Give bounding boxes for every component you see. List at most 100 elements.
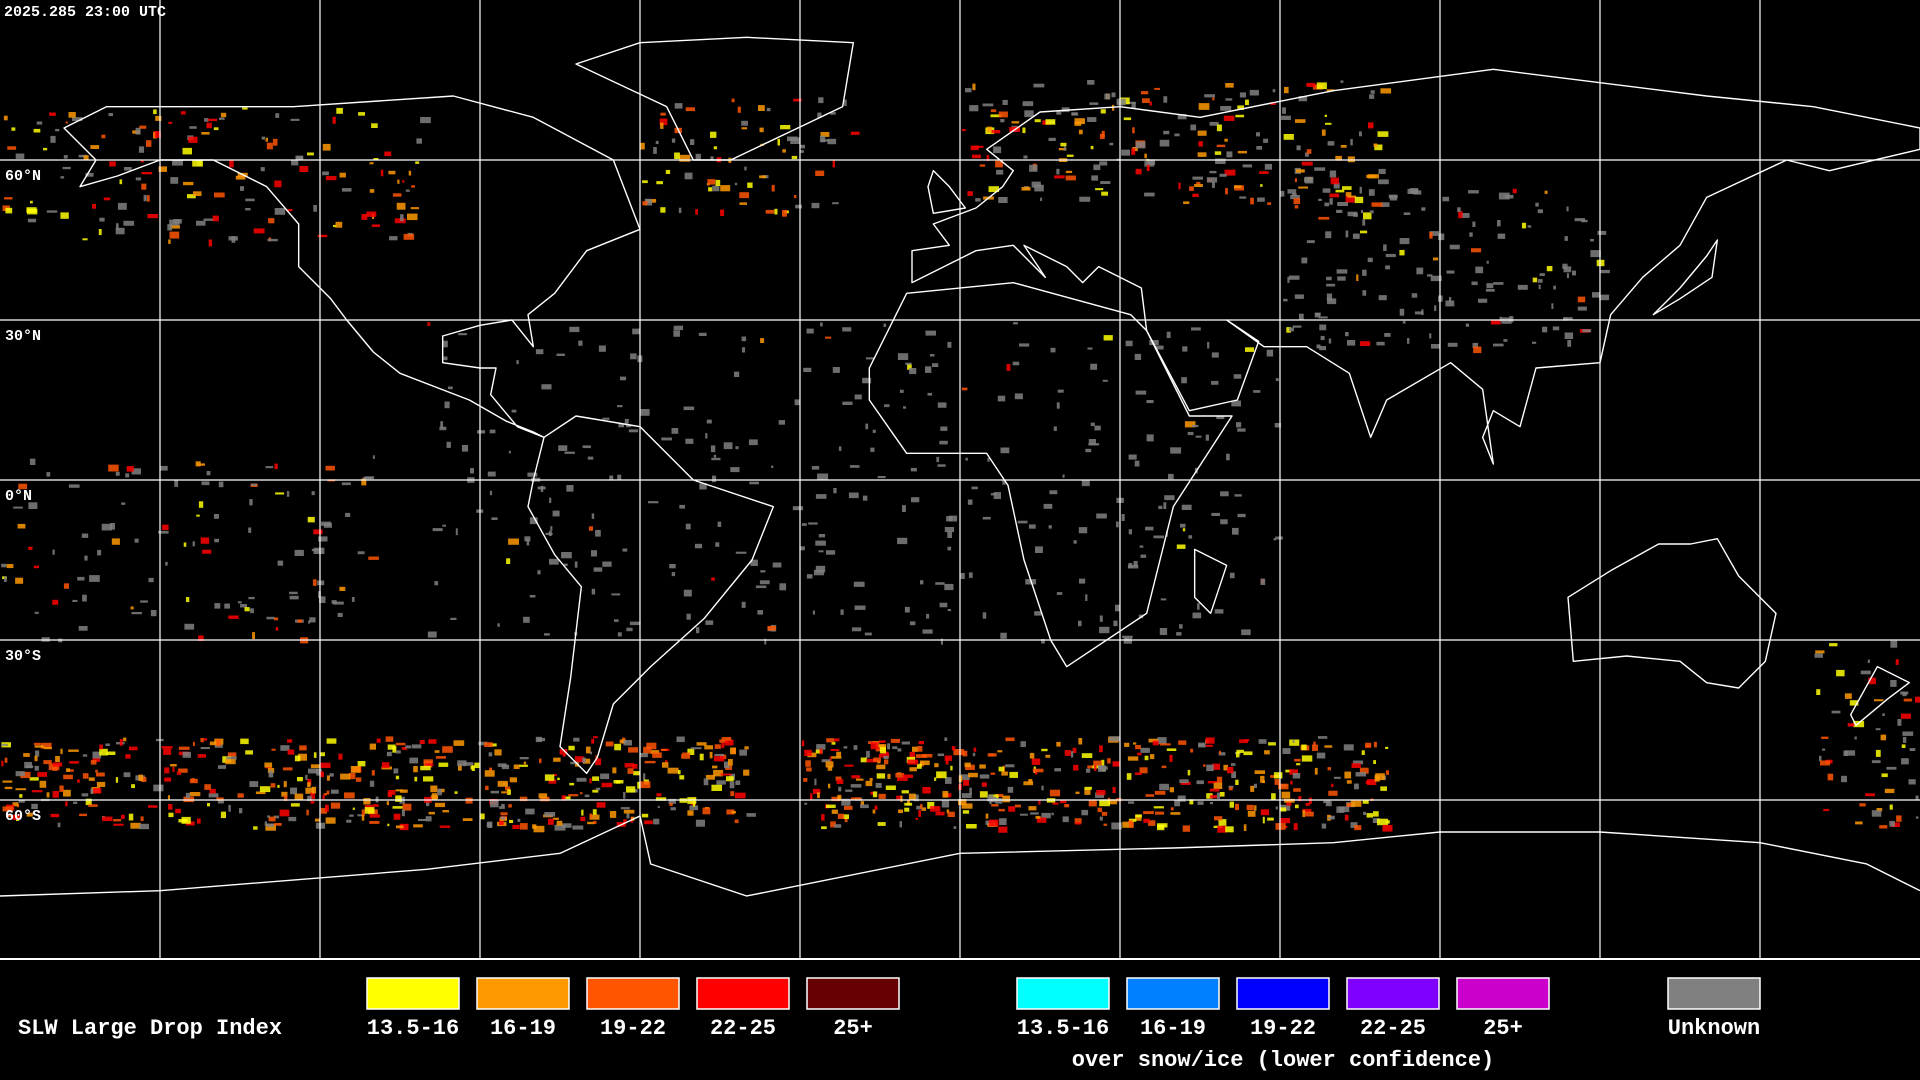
cloud-pixel xyxy=(36,121,43,125)
cloud-pixel xyxy=(1527,225,1532,228)
cloud-pixel xyxy=(1155,811,1164,815)
cloud-pixel xyxy=(907,800,910,805)
cloud-pixel xyxy=(884,759,889,765)
cloud-pixel xyxy=(818,534,826,538)
cloud-pixel xyxy=(265,824,276,831)
cloud-pixel xyxy=(439,426,447,431)
cloud-pixel xyxy=(1178,182,1181,190)
cloud-pixel xyxy=(650,750,660,754)
cloud-pixel xyxy=(561,795,566,801)
cloud-pixel xyxy=(907,363,912,370)
cloud-pixel xyxy=(556,820,563,826)
cloud-pixel xyxy=(13,506,23,509)
cloud-pixel xyxy=(99,748,108,756)
cloud-pixel xyxy=(719,739,728,743)
cloud-pixel xyxy=(1493,282,1504,285)
cloud-pixel xyxy=(907,759,919,765)
cloud-pixel xyxy=(1295,804,1299,809)
cloud-pixel xyxy=(209,788,216,794)
cloud-pixel xyxy=(245,198,255,202)
cloud-pixel xyxy=(1154,345,1164,350)
cloud-pixel xyxy=(842,327,852,332)
cloud-pixel xyxy=(998,766,1005,772)
cloud-pixel xyxy=(758,105,765,111)
cloud-pixel xyxy=(1493,343,1504,347)
cloud-pixel xyxy=(972,83,976,91)
cloud-pixel xyxy=(485,785,489,791)
cloud-pixel xyxy=(3,115,8,121)
cloud-pixel xyxy=(1365,780,1371,784)
cloud-pixel xyxy=(1283,134,1294,140)
cloud-pixel xyxy=(1313,741,1316,746)
cloud-pixel xyxy=(4,786,13,790)
cloud-pixel xyxy=(1180,781,1191,785)
cloud-pixel xyxy=(526,539,530,546)
cloud-pixel xyxy=(877,476,886,479)
cloud-pixel xyxy=(1473,346,1482,354)
cloud-pixel xyxy=(562,823,572,828)
cloud-pixel xyxy=(102,816,113,822)
cloud-pixel xyxy=(185,792,191,798)
cloud-pixel xyxy=(747,182,753,188)
cloud-pixel xyxy=(92,751,102,759)
cloud-pixel xyxy=(569,326,580,333)
cloud-pixel xyxy=(357,814,363,817)
cloud-pixel xyxy=(438,762,449,767)
cloud-pixel xyxy=(837,794,842,800)
cloud-pixel xyxy=(944,527,955,533)
cloud-pixel xyxy=(1066,154,1074,157)
cloud-pixel xyxy=(1320,335,1325,341)
cloud-pixel xyxy=(836,779,844,784)
cloud-pixel xyxy=(1298,186,1308,189)
cloud-pixel xyxy=(158,530,169,534)
cloud-pixel xyxy=(1102,379,1108,382)
cloud-pixel xyxy=(1192,193,1199,197)
cloud-pixel xyxy=(23,753,30,757)
cloud-pixel xyxy=(1101,811,1108,816)
cloud-pixel xyxy=(695,208,698,215)
cloud-pixel xyxy=(155,115,162,121)
cloud-pixel xyxy=(922,629,933,634)
cloud-pixel xyxy=(639,781,651,789)
cloud-pixel xyxy=(454,791,458,794)
cloud-pixel xyxy=(1084,789,1091,795)
cloud-pixel xyxy=(1,760,4,767)
cloud-pixel xyxy=(1328,790,1338,796)
cloud-pixel xyxy=(425,763,434,766)
cloud-pixel xyxy=(1095,188,1104,191)
cloud-pixel xyxy=(990,493,997,496)
cloud-pixel xyxy=(1031,758,1041,765)
cloud-pixel xyxy=(782,149,786,153)
cloud-pixel xyxy=(1088,443,1100,446)
cloud-pixel xyxy=(1191,327,1201,331)
cloud-pixel xyxy=(1227,766,1234,774)
legend-swatch xyxy=(1236,977,1330,1010)
cloud-pixel xyxy=(141,172,153,175)
legend-label: 19-22 xyxy=(600,1016,666,1041)
cloud-pixel xyxy=(1245,99,1249,106)
cloud-pixel xyxy=(710,131,717,138)
cloud-pixel xyxy=(314,818,321,822)
cloud-pixel xyxy=(1163,130,1170,135)
cloud-pixel xyxy=(592,809,597,816)
cloud-pixel xyxy=(975,198,981,202)
cloud-pixel xyxy=(1373,741,1377,748)
cloud-pixel xyxy=(919,760,930,766)
cloud-pixel xyxy=(625,424,632,428)
cloud-pixel xyxy=(679,154,691,162)
cloud-pixel xyxy=(226,756,237,760)
cloud-pixel xyxy=(218,481,224,488)
cloud-pixel xyxy=(325,804,329,812)
cloud-pixel xyxy=(395,775,400,780)
cloud-pixel xyxy=(844,99,847,106)
cloud-pixel xyxy=(1472,221,1476,227)
cloud-pixel xyxy=(591,738,595,744)
cloud-pixel xyxy=(245,208,251,211)
cloud-pixel xyxy=(1304,176,1314,184)
cloud-pixel xyxy=(1224,138,1228,142)
cloud-pixel xyxy=(291,159,299,166)
cloud-pixel xyxy=(1190,124,1197,131)
cloud-pixel xyxy=(1383,244,1387,251)
cloud-pixel xyxy=(1486,283,1494,289)
